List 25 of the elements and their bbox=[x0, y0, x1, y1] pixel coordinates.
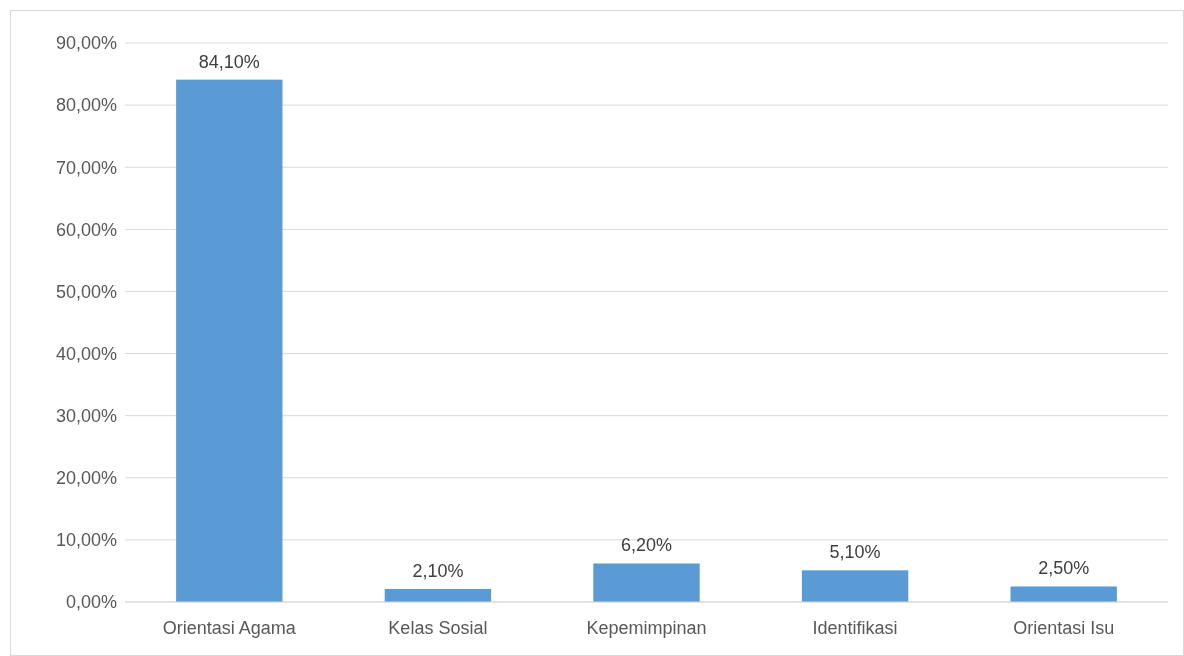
x-tick-label: Orientasi Isu bbox=[1013, 618, 1115, 638]
y-tick-label: 70,00% bbox=[55, 157, 117, 178]
bar bbox=[1010, 586, 1117, 602]
x-tick-label: Orientasi Agama bbox=[162, 618, 297, 638]
bar bbox=[801, 570, 909, 602]
x-tick-label: Identifikasi bbox=[812, 618, 898, 638]
y-tick-label: 80,00% bbox=[55, 95, 117, 116]
y-tick-label: 60,00% bbox=[55, 219, 117, 240]
y-tick-label: 20,00% bbox=[55, 468, 117, 489]
x-tick-label: Kelas Sosial bbox=[388, 618, 488, 638]
bar bbox=[176, 79, 283, 602]
y-tick-label: 0,00% bbox=[65, 592, 117, 613]
data-label: 2,50% bbox=[1038, 558, 1090, 579]
data-label: 84,10% bbox=[198, 51, 260, 72]
data-label: 6,20% bbox=[620, 535, 673, 556]
bar bbox=[593, 563, 700, 602]
x-tick-label: Kepemimpinan bbox=[586, 618, 707, 638]
y-tick-label: 90,00% bbox=[55, 33, 117, 54]
bar bbox=[384, 588, 492, 602]
y-tick-label: 40,00% bbox=[55, 343, 117, 364]
data-label: 2,10% bbox=[412, 560, 464, 581]
y-tick-label: 30,00% bbox=[55, 405, 117, 426]
y-tick-label: 50,00% bbox=[55, 281, 117, 302]
y-tick-label: 10,00% bbox=[55, 530, 117, 551]
data-label: 5,10% bbox=[829, 542, 881, 563]
